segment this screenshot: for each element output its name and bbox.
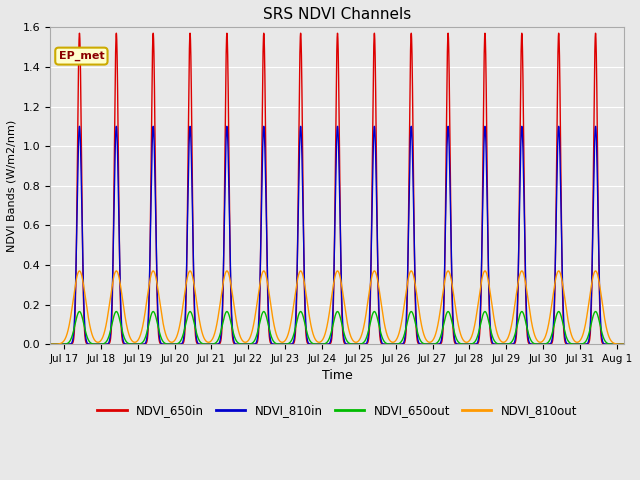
NDVI_810out	[472, 316, 479, 322]
X-axis label: Time: Time	[322, 370, 353, 383]
Line: NDVI_650in: NDVI_650in	[50, 33, 624, 344]
Line: NDVI_650out: NDVI_650out	[50, 312, 624, 344]
NDVI_810in	[46, 341, 54, 347]
NDVI_810out	[75, 268, 83, 274]
NDVI_810in	[254, 330, 262, 336]
NDVI_810in	[620, 341, 628, 347]
NDVI_810in	[472, 341, 479, 347]
NDVI_650in	[502, 341, 510, 347]
NDVI_650out	[472, 337, 479, 343]
NDVI_810in	[411, 275, 419, 281]
NDVI_810in	[75, 131, 83, 136]
NDVI_650out	[75, 309, 83, 315]
NDVI_650out	[46, 341, 54, 347]
NDVI_810in	[386, 341, 394, 347]
NDVI_650in	[620, 341, 628, 347]
NDVI_650in	[386, 341, 394, 347]
NDVI_810out	[411, 280, 419, 286]
NDVI_650in	[411, 283, 419, 288]
NDVI_810out	[386, 338, 394, 344]
NDVI_650in	[186, 30, 194, 36]
Line: NDVI_810in: NDVI_810in	[50, 126, 624, 344]
NDVI_810out	[502, 337, 510, 343]
NDVI_650in	[472, 341, 479, 347]
NDVI_650in	[75, 45, 83, 50]
Line: NDVI_810out: NDVI_810out	[50, 271, 624, 344]
Text: EP_met: EP_met	[59, 51, 104, 61]
NDVI_650out	[411, 318, 419, 324]
NDVI_810in	[502, 341, 510, 347]
Y-axis label: NDVI Bands (W/m2/nm): NDVI Bands (W/m2/nm)	[7, 120, 17, 252]
NDVI_650out	[186, 309, 194, 314]
NDVI_810out	[254, 294, 262, 300]
NDVI_650out	[386, 341, 394, 347]
NDVI_650out	[254, 327, 262, 333]
Title: SRS NDVI Channels: SRS NDVI Channels	[263, 7, 412, 22]
Legend: NDVI_650in, NDVI_810in, NDVI_650out, NDVI_810out: NDVI_650in, NDVI_810in, NDVI_650out, NDV…	[92, 399, 582, 422]
NDVI_650out	[502, 341, 510, 347]
NDVI_650in	[254, 336, 262, 342]
NDVI_810in	[186, 123, 194, 129]
NDVI_650in	[46, 341, 54, 347]
NDVI_810out	[186, 268, 194, 274]
NDVI_650out	[620, 341, 628, 347]
NDVI_810out	[46, 341, 54, 347]
NDVI_810out	[620, 341, 628, 347]
